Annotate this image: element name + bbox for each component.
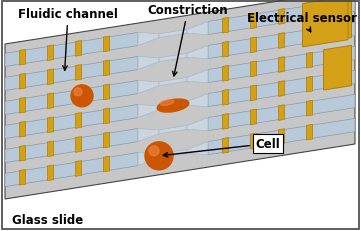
Ellipse shape bbox=[160, 100, 174, 106]
Polygon shape bbox=[19, 98, 26, 114]
Polygon shape bbox=[208, 23, 355, 59]
Circle shape bbox=[149, 146, 159, 156]
Polygon shape bbox=[306, 77, 313, 93]
Polygon shape bbox=[187, 94, 208, 107]
Polygon shape bbox=[208, 0, 355, 35]
Polygon shape bbox=[5, 153, 138, 187]
Polygon shape bbox=[222, 66, 229, 82]
Polygon shape bbox=[19, 170, 26, 185]
Polygon shape bbox=[5, 33, 138, 67]
Polygon shape bbox=[159, 102, 187, 110]
Polygon shape bbox=[278, 81, 285, 97]
Polygon shape bbox=[159, 30, 187, 39]
Polygon shape bbox=[208, 47, 355, 83]
Text: Glass slide: Glass slide bbox=[12, 213, 83, 226]
Polygon shape bbox=[75, 161, 82, 176]
Polygon shape bbox=[187, 118, 208, 131]
Polygon shape bbox=[5, 129, 138, 163]
Polygon shape bbox=[222, 90, 229, 106]
Polygon shape bbox=[103, 85, 110, 100]
Polygon shape bbox=[306, 5, 313, 21]
Text: Constriction: Constriction bbox=[148, 4, 228, 77]
Polygon shape bbox=[47, 141, 54, 157]
Circle shape bbox=[71, 85, 93, 107]
Polygon shape bbox=[47, 117, 54, 133]
Polygon shape bbox=[103, 37, 110, 53]
Polygon shape bbox=[222, 138, 229, 154]
Polygon shape bbox=[103, 109, 110, 124]
Polygon shape bbox=[306, 101, 313, 116]
Polygon shape bbox=[323, 46, 352, 91]
Polygon shape bbox=[278, 33, 285, 49]
Polygon shape bbox=[47, 165, 54, 181]
Polygon shape bbox=[159, 54, 187, 62]
Polygon shape bbox=[250, 62, 257, 77]
Polygon shape bbox=[5, 105, 138, 139]
Polygon shape bbox=[47, 94, 54, 109]
Polygon shape bbox=[19, 74, 26, 90]
Polygon shape bbox=[222, 18, 229, 34]
Polygon shape bbox=[208, 119, 355, 155]
Polygon shape bbox=[278, 105, 285, 121]
Polygon shape bbox=[75, 113, 82, 129]
Polygon shape bbox=[138, 81, 159, 94]
Polygon shape bbox=[250, 86, 257, 101]
Polygon shape bbox=[208, 71, 355, 107]
Ellipse shape bbox=[157, 100, 189, 112]
Polygon shape bbox=[5, 0, 355, 199]
Polygon shape bbox=[19, 146, 26, 161]
Polygon shape bbox=[75, 41, 82, 57]
Polygon shape bbox=[103, 133, 110, 148]
Polygon shape bbox=[19, 50, 26, 66]
Polygon shape bbox=[278, 57, 285, 73]
Polygon shape bbox=[278, 9, 285, 25]
Polygon shape bbox=[5, 57, 138, 91]
Polygon shape bbox=[47, 46, 54, 61]
Polygon shape bbox=[187, 22, 208, 35]
Polygon shape bbox=[75, 137, 82, 153]
Polygon shape bbox=[222, 114, 229, 130]
Polygon shape bbox=[138, 105, 159, 118]
Polygon shape bbox=[250, 38, 257, 54]
Polygon shape bbox=[187, 46, 208, 59]
Text: Fluidic channel: Fluidic channel bbox=[18, 8, 118, 71]
Polygon shape bbox=[159, 78, 187, 86]
Polygon shape bbox=[138, 33, 159, 46]
Polygon shape bbox=[278, 129, 285, 145]
Polygon shape bbox=[250, 14, 257, 30]
Polygon shape bbox=[306, 125, 313, 140]
Polygon shape bbox=[306, 53, 313, 69]
Polygon shape bbox=[250, 109, 257, 125]
Polygon shape bbox=[138, 153, 159, 166]
Polygon shape bbox=[75, 65, 82, 81]
Circle shape bbox=[74, 88, 82, 96]
Polygon shape bbox=[47, 70, 54, 85]
Polygon shape bbox=[208, 95, 355, 131]
Polygon shape bbox=[159, 150, 187, 158]
Polygon shape bbox=[187, 70, 208, 83]
Polygon shape bbox=[138, 57, 159, 70]
Polygon shape bbox=[306, 29, 313, 45]
Polygon shape bbox=[103, 61, 110, 76]
Polygon shape bbox=[159, 126, 187, 134]
Text: Electrical sensor: Electrical sensor bbox=[247, 12, 357, 33]
Polygon shape bbox=[19, 122, 26, 137]
Polygon shape bbox=[303, 0, 348, 48]
Polygon shape bbox=[138, 129, 159, 142]
Circle shape bbox=[145, 142, 173, 170]
Polygon shape bbox=[250, 134, 257, 149]
Polygon shape bbox=[5, 81, 138, 115]
Polygon shape bbox=[323, 0, 352, 43]
Polygon shape bbox=[75, 89, 82, 105]
Polygon shape bbox=[222, 42, 229, 58]
Text: Cell: Cell bbox=[163, 137, 280, 157]
Polygon shape bbox=[187, 142, 208, 155]
Polygon shape bbox=[103, 157, 110, 172]
